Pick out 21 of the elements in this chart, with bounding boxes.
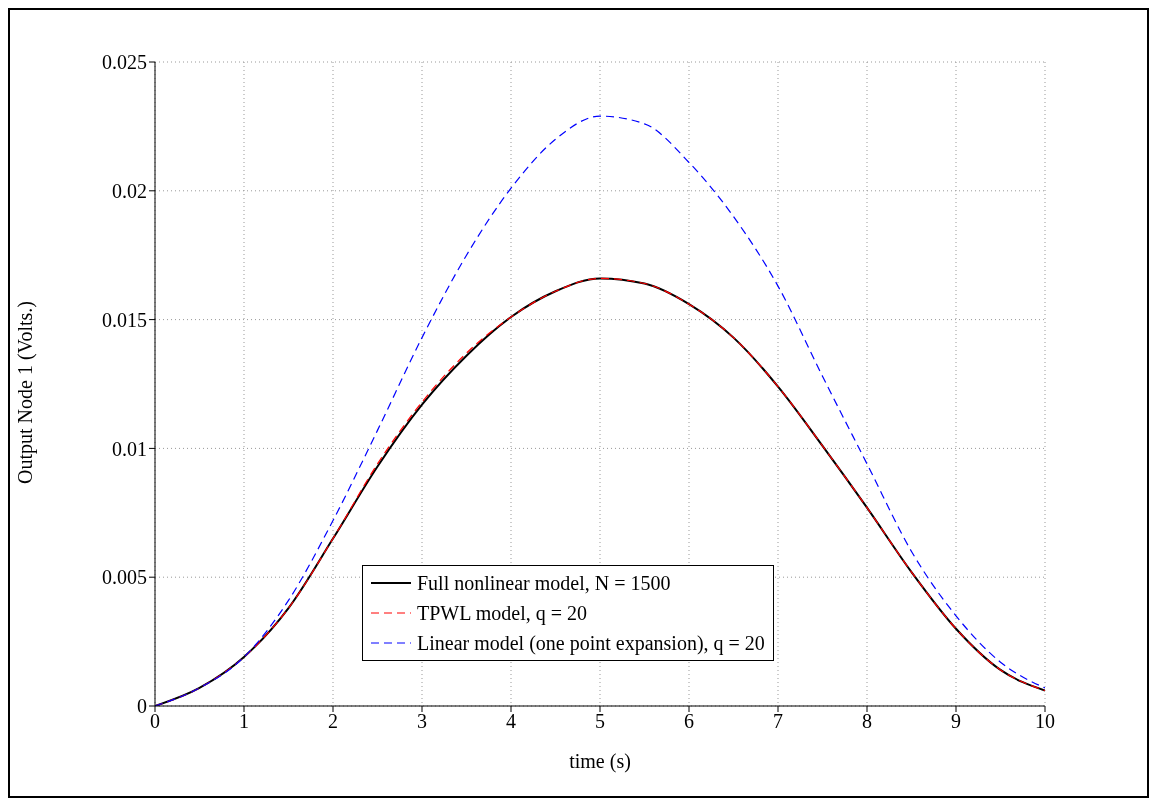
- x-tick-label: 4: [506, 710, 516, 733]
- x-axis-title: time (s): [569, 750, 631, 773]
- x-tick-label: 10: [1035, 710, 1055, 733]
- legend-label: Linear model (one point expansion), q = 20: [417, 631, 765, 655]
- y-tick-label: 0.01: [112, 437, 147, 460]
- x-tick-label: 1: [239, 710, 249, 733]
- y-axis-title: Output Node 1 (Volts.): [14, 301, 38, 484]
- x-tick-label: 9: [951, 710, 961, 733]
- x-tick-label: 2: [328, 710, 338, 733]
- y-tick-label: 0.025: [102, 51, 147, 74]
- legend-label: Full nonlinear model, N = 1500: [417, 571, 671, 595]
- x-tick-label: 8: [862, 710, 872, 733]
- legend-label: TPWL model, q = 20: [417, 601, 587, 625]
- y-tick-label: 0: [137, 695, 147, 718]
- y-tick-label: 0.005: [102, 566, 147, 589]
- y-tick-label: 0.015: [102, 308, 147, 331]
- x-tick-label: 3: [417, 710, 427, 733]
- x-tick-label: 6: [684, 710, 694, 733]
- x-tick-label: 5: [595, 710, 605, 733]
- x-tick-label: 7: [773, 710, 783, 733]
- y-tick-label: 0.02: [112, 179, 147, 202]
